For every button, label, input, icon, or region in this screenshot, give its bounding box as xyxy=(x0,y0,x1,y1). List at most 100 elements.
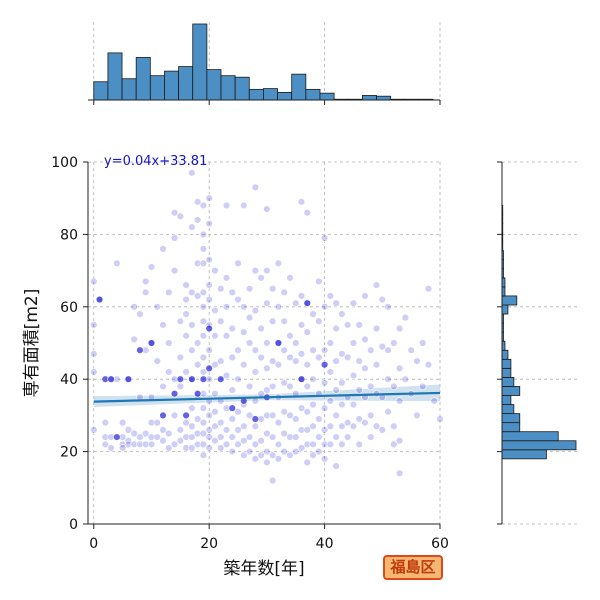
scatter-point xyxy=(332,411,340,420)
scatter-point xyxy=(142,277,150,286)
scatter-point xyxy=(199,245,208,253)
scatter-point xyxy=(268,317,277,325)
scatter-point xyxy=(355,440,363,449)
scatter-point xyxy=(147,418,156,427)
scatter-point xyxy=(90,350,98,358)
scatter-point xyxy=(297,198,306,206)
scatter-point xyxy=(263,458,271,467)
x-tick-label: 40 xyxy=(316,536,334,552)
scatter-point xyxy=(245,382,254,391)
scatter-point xyxy=(280,379,288,387)
scatter-point xyxy=(401,313,410,322)
scatter-point xyxy=(303,458,311,467)
scatter-point xyxy=(315,415,323,423)
regression-equation: y=0.04x+33.81 xyxy=(104,154,207,169)
marginal-y-histogram xyxy=(501,205,577,460)
histx-bar xyxy=(192,23,208,101)
scatter-point xyxy=(436,415,444,423)
scatter-point xyxy=(142,440,150,449)
scatter-point xyxy=(182,332,190,340)
scatter-point xyxy=(309,310,317,318)
scatter-point xyxy=(268,451,277,459)
scatter-point xyxy=(268,433,277,441)
scatter-point xyxy=(228,415,236,423)
histx-bar xyxy=(291,73,307,101)
scatter-point xyxy=(424,361,433,369)
scatter-point xyxy=(205,411,213,420)
scatter-point xyxy=(193,216,202,224)
scatter-point xyxy=(349,339,358,347)
scatter-point xyxy=(390,422,398,430)
scatter-point xyxy=(217,375,225,383)
scatter-point xyxy=(176,437,185,445)
scatter-point xyxy=(263,364,271,373)
scatter-point xyxy=(188,444,196,452)
scatter-point xyxy=(355,386,363,394)
scatter-point xyxy=(159,411,167,420)
scatter-point xyxy=(309,422,317,430)
scatter-point xyxy=(320,303,329,311)
scatter-point xyxy=(188,404,196,412)
scatter-point xyxy=(303,382,311,391)
scatter-point xyxy=(199,303,208,311)
scatter-point xyxy=(136,346,144,354)
scatter-point xyxy=(240,437,248,445)
scatter-point xyxy=(113,433,121,441)
scatter-point xyxy=(424,285,433,293)
scatter-point xyxy=(303,361,311,369)
scatter-point xyxy=(309,400,317,409)
scatter-point xyxy=(338,379,346,387)
scatter-point xyxy=(361,364,369,373)
scatter-point xyxy=(315,277,323,286)
scatter-point xyxy=(349,371,358,380)
scatter-point xyxy=(263,386,271,394)
scatter-point xyxy=(234,440,242,449)
scatter-point xyxy=(390,382,398,391)
scatter-point xyxy=(228,386,236,394)
scatter-point xyxy=(418,382,427,391)
scatter-point xyxy=(176,212,185,221)
scatter-point xyxy=(245,313,254,322)
histx-bar xyxy=(149,75,165,101)
scatter-point xyxy=(165,444,173,452)
scatter-point xyxy=(211,437,219,445)
scatter-point xyxy=(274,455,283,463)
scatter-point xyxy=(395,397,404,405)
scatter-point xyxy=(251,422,260,430)
scatter-point xyxy=(326,397,335,405)
scatter-point xyxy=(222,440,231,449)
scatter-point xyxy=(199,368,208,376)
scatter-point xyxy=(263,411,271,420)
scatter-point xyxy=(199,201,208,210)
scatter-point xyxy=(292,299,300,307)
scatter-point xyxy=(240,328,248,336)
scatter-point xyxy=(228,288,236,297)
scatter-point xyxy=(182,433,190,441)
scatter-point xyxy=(268,382,277,391)
scatter-point xyxy=(124,440,133,449)
scatter-point xyxy=(395,364,404,373)
scatter-point xyxy=(136,310,144,318)
scatter-point xyxy=(217,357,225,365)
scatter-point xyxy=(257,274,265,282)
scatter-point xyxy=(361,335,369,344)
scatter-point xyxy=(326,422,335,430)
scatter-point xyxy=(251,440,260,449)
scatter-point xyxy=(355,357,363,365)
scatter-point xyxy=(159,321,167,329)
scatter-point xyxy=(286,451,294,459)
scatter-point xyxy=(257,451,265,459)
scatter-point xyxy=(251,368,260,376)
scatter-point xyxy=(205,433,213,441)
scatter-point xyxy=(315,353,323,362)
histy-bar xyxy=(501,358,512,369)
scatter-point xyxy=(245,433,254,441)
scatter-point xyxy=(234,259,242,268)
scatter-point xyxy=(280,288,288,297)
scatter-point xyxy=(136,440,144,449)
scatter-point xyxy=(205,444,213,452)
scatter-point xyxy=(159,245,167,253)
scatter-point xyxy=(401,375,410,383)
scatter-point xyxy=(130,429,138,438)
scatter-point xyxy=(372,361,381,369)
